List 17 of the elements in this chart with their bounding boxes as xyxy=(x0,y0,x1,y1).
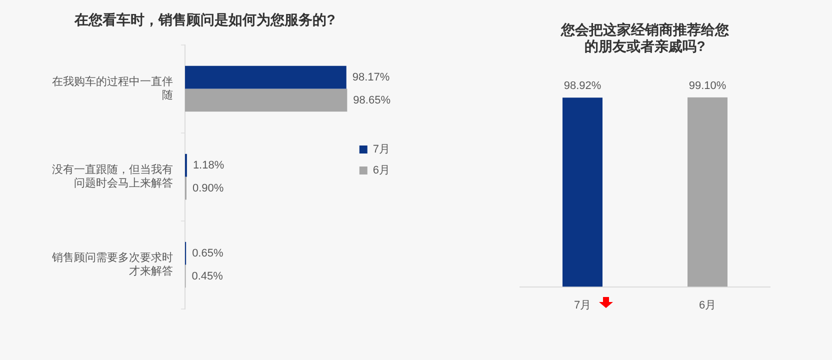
chart-title: 您会把这家经销商推荐给您的朋友或者亲戚吗? xyxy=(560,21,730,54)
data-label: 98.17% xyxy=(352,71,390,84)
legend-label: 6月 xyxy=(372,164,390,177)
y-tick-label: 在我购车的过程中一直伴随 xyxy=(52,75,173,102)
data-label: 99.10% xyxy=(688,80,726,92)
data-label: 0.65% xyxy=(192,247,224,260)
data-label: 0.45% xyxy=(192,270,224,282)
legend-label: 7月 xyxy=(372,144,390,156)
data-label: 98.92% xyxy=(564,80,602,92)
bar xyxy=(185,66,346,89)
data-label: 0.90% xyxy=(192,182,224,194)
chart-title: 在您看车时，销售顾问是如何为您服务的? xyxy=(74,11,336,28)
data-label: 98.65% xyxy=(353,94,391,106)
y-tick-label: 销售顾问需要多次要求时才来解答 xyxy=(51,251,173,278)
bar xyxy=(185,88,348,112)
data-label: 1.18% xyxy=(192,159,224,172)
y-tick-label: 没有一直跟随，但当我有问题时会马上来解答 xyxy=(52,163,173,190)
